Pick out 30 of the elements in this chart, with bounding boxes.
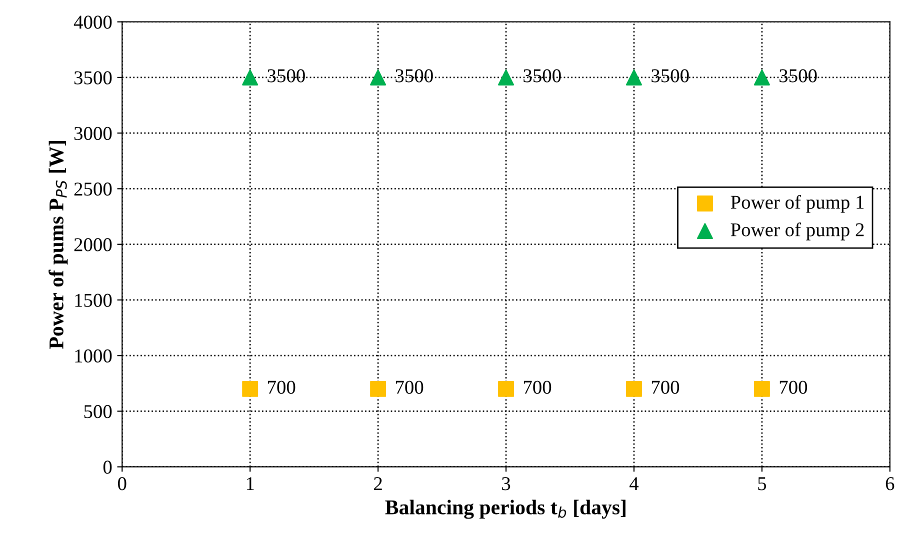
legend-label: Power of pump 1: [730, 194, 864, 213]
x-axis-title: Balancing periods t$_{b}$ [days]: [385, 500, 626, 519]
data-label: 3500: [780, 69, 817, 82]
data-label: 3500: [652, 69, 689, 82]
y-axis-title: Power of pums P$_{PS}$ [W]: [48, 141, 68, 349]
data-label: 700: [268, 380, 296, 394]
x-tick-label: 6: [886, 477, 894, 490]
y-tick-label: 1000: [75, 349, 112, 363]
x-tick-label: 2: [374, 477, 382, 490]
y-tick-label: 0: [103, 460, 112, 474]
y-tick-label: 4000: [74, 16, 112, 29]
x-tick-label: 4: [630, 477, 639, 490]
y-tick-label: 1500: [75, 294, 112, 307]
x-tick-label: 5: [758, 477, 766, 490]
x-tick-label: 1: [246, 477, 254, 490]
y-tick-label: 2500: [74, 182, 112, 196]
data-label: 3500: [268, 69, 305, 82]
data-label: 3500: [396, 69, 433, 82]
x-tick-label: 3: [502, 477, 510, 490]
data-label: 3500: [524, 69, 561, 82]
x-tick-label: 0: [118, 477, 126, 490]
y-tick-label: 500: [84, 405, 112, 418]
legend-label: Power of pump 2: [730, 222, 864, 240]
data-label: 700: [524, 380, 552, 394]
data-label: 700: [396, 380, 424, 394]
data-label: 700: [780, 380, 808, 394]
data-label: 700: [652, 380, 680, 394]
y-tick-label: 3000: [74, 126, 112, 140]
y-tick-label: 3500: [74, 71, 112, 84]
y-tick-label: 2000: [74, 238, 112, 252]
